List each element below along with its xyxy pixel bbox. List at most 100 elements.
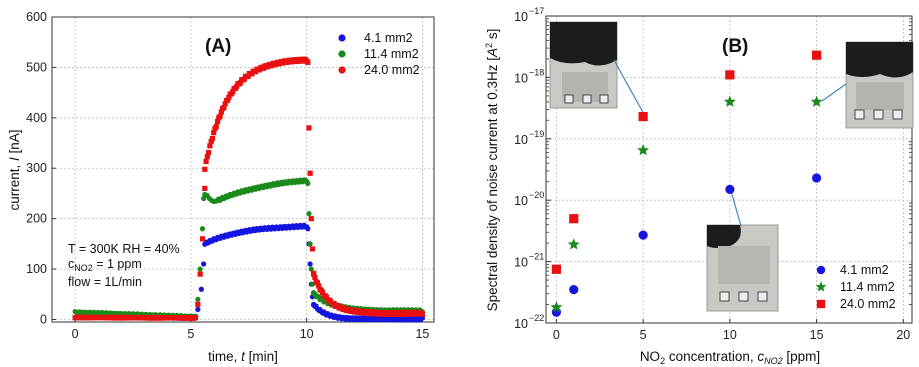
inset-photo-sample-4mm	[549, 21, 618, 109]
a-note-concentration: cNO2 = 1 ppm	[68, 257, 142, 273]
b-ylabel-exp: 2	[484, 43, 494, 48]
b-x-tick-label: 15	[810, 328, 824, 342]
a-data-point	[237, 80, 244, 86]
a-data-point	[213, 123, 219, 130]
b-x-ticks: 0 5 10 15 20	[553, 319, 910, 342]
a-data-point	[225, 97, 231, 103]
b-series-2	[550, 95, 823, 313]
b-y-tick-label: 10	[514, 133, 528, 147]
b-y-tick-exponent: −18	[529, 67, 544, 77]
a-data-point	[197, 266, 203, 272]
a-data-point	[230, 88, 236, 95]
a-legend-swatch	[338, 66, 346, 74]
a-note-conditions: T = 300K RH = 40%	[68, 242, 180, 256]
b-data-point	[569, 284, 579, 295]
b-y-tick-label: 10	[514, 256, 528, 270]
b-legend: 4.1 mm2 11.4 mm2 24.0 mm2	[815, 263, 896, 311]
b-x-axis-label: NO2 concentration, cNO2 [ppm]	[640, 349, 820, 366]
b-y-tick-exponent: −20	[529, 190, 544, 200]
inset-pointer-2	[730, 190, 742, 227]
b-data-point	[551, 264, 562, 274]
b-y-tick-exponent: −22	[529, 313, 544, 323]
a-x-tick-label: 5	[187, 327, 194, 341]
a-y-axis-label: current, I [nA]	[7, 129, 22, 210]
a-data-point	[309, 246, 316, 252]
inset-pointer-1	[613, 59, 646, 117]
a-data-point	[198, 286, 204, 292]
b-series-3	[551, 50, 822, 274]
a-data-point	[204, 153, 210, 160]
a-legend-swatch	[338, 34, 346, 42]
a-data-point	[221, 105, 227, 111]
b-y-tick-label: 10	[514, 71, 528, 85]
b-data-point	[638, 230, 648, 240]
b-legend-label: 4.1 mm2	[840, 263, 889, 277]
a-data-point	[207, 143, 213, 149]
a-grid	[52, 16, 434, 322]
a-legend-label: 11.4 mm2	[364, 47, 419, 61]
b-ylabel-tail: s]	[485, 29, 500, 43]
a-note-c: c	[68, 257, 74, 271]
a-note-sub: NO2	[74, 263, 93, 273]
a-data-point	[311, 270, 317, 276]
b-data-point	[569, 214, 579, 224]
a-data-point	[307, 170, 313, 176]
a-xlabel-var: t	[241, 349, 246, 364]
a-data-point	[211, 130, 217, 136]
a-panel-label: (A)	[205, 36, 231, 57]
a-data-point	[199, 236, 206, 242]
a-ylabel-var: I	[7, 157, 22, 161]
a-data-point	[226, 94, 232, 100]
b-data-point	[637, 144, 649, 156]
b-data-point	[725, 70, 735, 80]
a-xlabel-unit: [min]	[245, 349, 278, 364]
a-y-tick-label: 0	[40, 312, 47, 326]
a-data-point	[202, 166, 208, 172]
a-x-axis-label: time, t [min]	[208, 349, 278, 364]
a-series-3	[72, 56, 426, 321]
a-y-tick-label: 600	[26, 10, 47, 24]
b-xlabel-no: NO	[640, 349, 660, 364]
a-y-ticks: 0 100 200 300 400 500 600	[26, 10, 56, 326]
b-y-tick-exponent: −17	[529, 6, 544, 16]
b-ylabel-main: Spectral density of noise current at 0.3…	[485, 57, 500, 312]
a-plot-frame	[51, 16, 435, 323]
b-y-tick-exponent: −21	[529, 252, 544, 262]
a-data-point	[249, 71, 255, 77]
a-data-point	[419, 315, 426, 321]
b-legend-swatch	[816, 265, 826, 275]
b-data-point	[725, 184, 735, 194]
b-xlabel-no-sub: 2	[660, 356, 665, 366]
a-data-point	[305, 226, 311, 232]
a-data-point	[305, 59, 311, 65]
a-data-point	[208, 138, 214, 145]
b-xlabel-var: c	[757, 349, 764, 364]
a-legend-label: 24.0 mm2	[364, 63, 420, 77]
inset-photo-sample-11mm	[706, 224, 779, 312]
a-data-point	[312, 274, 318, 280]
a-y-tick-label: 200	[26, 212, 47, 226]
a-data-point	[419, 311, 426, 317]
a-data-point	[307, 261, 313, 267]
b-legend-label: 11.4 mm2	[840, 280, 895, 294]
a-data-point	[192, 315, 199, 321]
a-y-tick-label: 100	[26, 262, 47, 276]
a-data-point	[245, 73, 251, 79]
a-data-point	[241, 76, 247, 82]
b-y-axis-label: Spectral density of noise current at 0.3…	[484, 29, 500, 312]
b-plot-frame	[545, 15, 913, 324]
a-data-point	[199, 226, 206, 232]
b-y-tick-exponent: −19	[529, 129, 544, 139]
a-data-point	[323, 294, 330, 300]
b-x-tick-label: 20	[896, 328, 910, 342]
b-data-point	[638, 111, 648, 122]
a-xlabel-prefix: time,	[208, 349, 241, 364]
a-legend-label: 4.1 mm2	[364, 31, 413, 45]
a-ylabel-prefix: current,	[7, 161, 22, 211]
a-data-point	[195, 301, 201, 307]
b-data-point	[567, 238, 580, 250]
b-x-tick-label: 5	[640, 328, 647, 342]
b-ylabel-a: A	[485, 48, 500, 58]
